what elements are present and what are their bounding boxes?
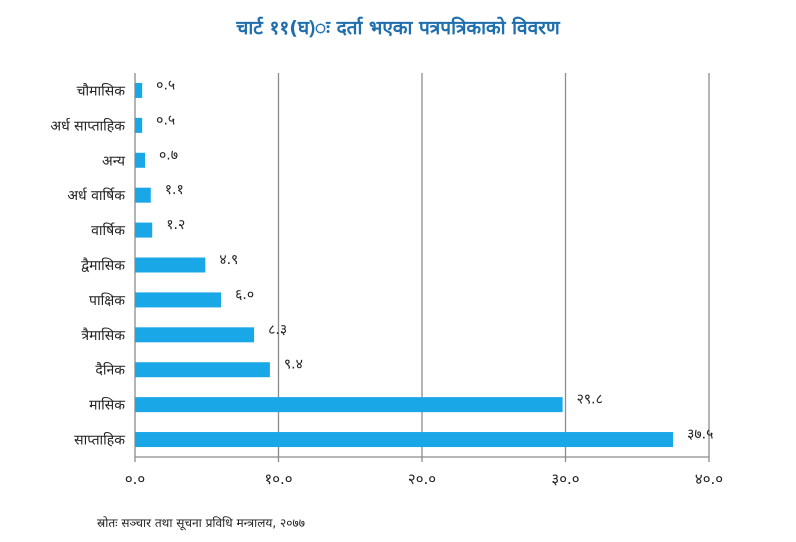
y-tick-label: अर्ध वार्षिक [67,187,125,204]
data-label: ८.३ [268,322,287,338]
y-tick-label: द्वैमासिक [81,257,125,274]
bar [135,222,153,238]
y-tick-label: अर्ध साप्ताहिक [50,117,125,134]
bar [135,397,563,413]
bar [135,432,674,448]
source-note: स्रोतः सञ्चार तथा सूचना प्रविधि मन्त्राल… [97,516,305,530]
data-label: ३७.५ [687,427,713,443]
y-tick-label: पाक्षिक [89,292,125,309]
bar [135,327,255,343]
data-label: ६.० [235,287,254,303]
y-tick-label: मासिक [89,397,125,414]
bar [135,117,143,133]
bar [135,187,151,203]
y-tick-label: चौमासिक [77,82,126,99]
data-label: ०.७ [159,147,178,163]
y-tick-label: अन्य [102,153,126,169]
x-tick-label: ०.० [125,470,145,488]
bar [135,362,270,378]
data-label: २९.८ [577,392,603,408]
data-label: १.१ [165,182,184,198]
bar [135,82,143,98]
y-tick-label: दैनिक [95,362,125,379]
x-tick-label: १०.० [264,470,292,488]
y-tick-label: त्रैमासिक [81,327,125,344]
chart-title: चार्ट ११(घ)ः दर्ता भएका पत्रपत्रिकाको वि… [236,17,560,39]
bar [135,292,222,308]
data-label: ९.४ [284,357,303,373]
data-label: ४.९ [219,252,238,268]
x-tick-label: २०.० [408,470,436,488]
y-tick-label: साप्ताहिक [74,432,125,449]
data-label: ०.५ [156,112,175,128]
x-tick-label: ३०.० [551,470,579,488]
bar [135,257,206,273]
bar [135,152,146,168]
data-label: १.२ [166,217,185,233]
y-tick-label: वार्षिक [91,222,125,239]
data-label: ०.५ [156,77,175,93]
x-tick-label: ४०.० [695,470,723,488]
